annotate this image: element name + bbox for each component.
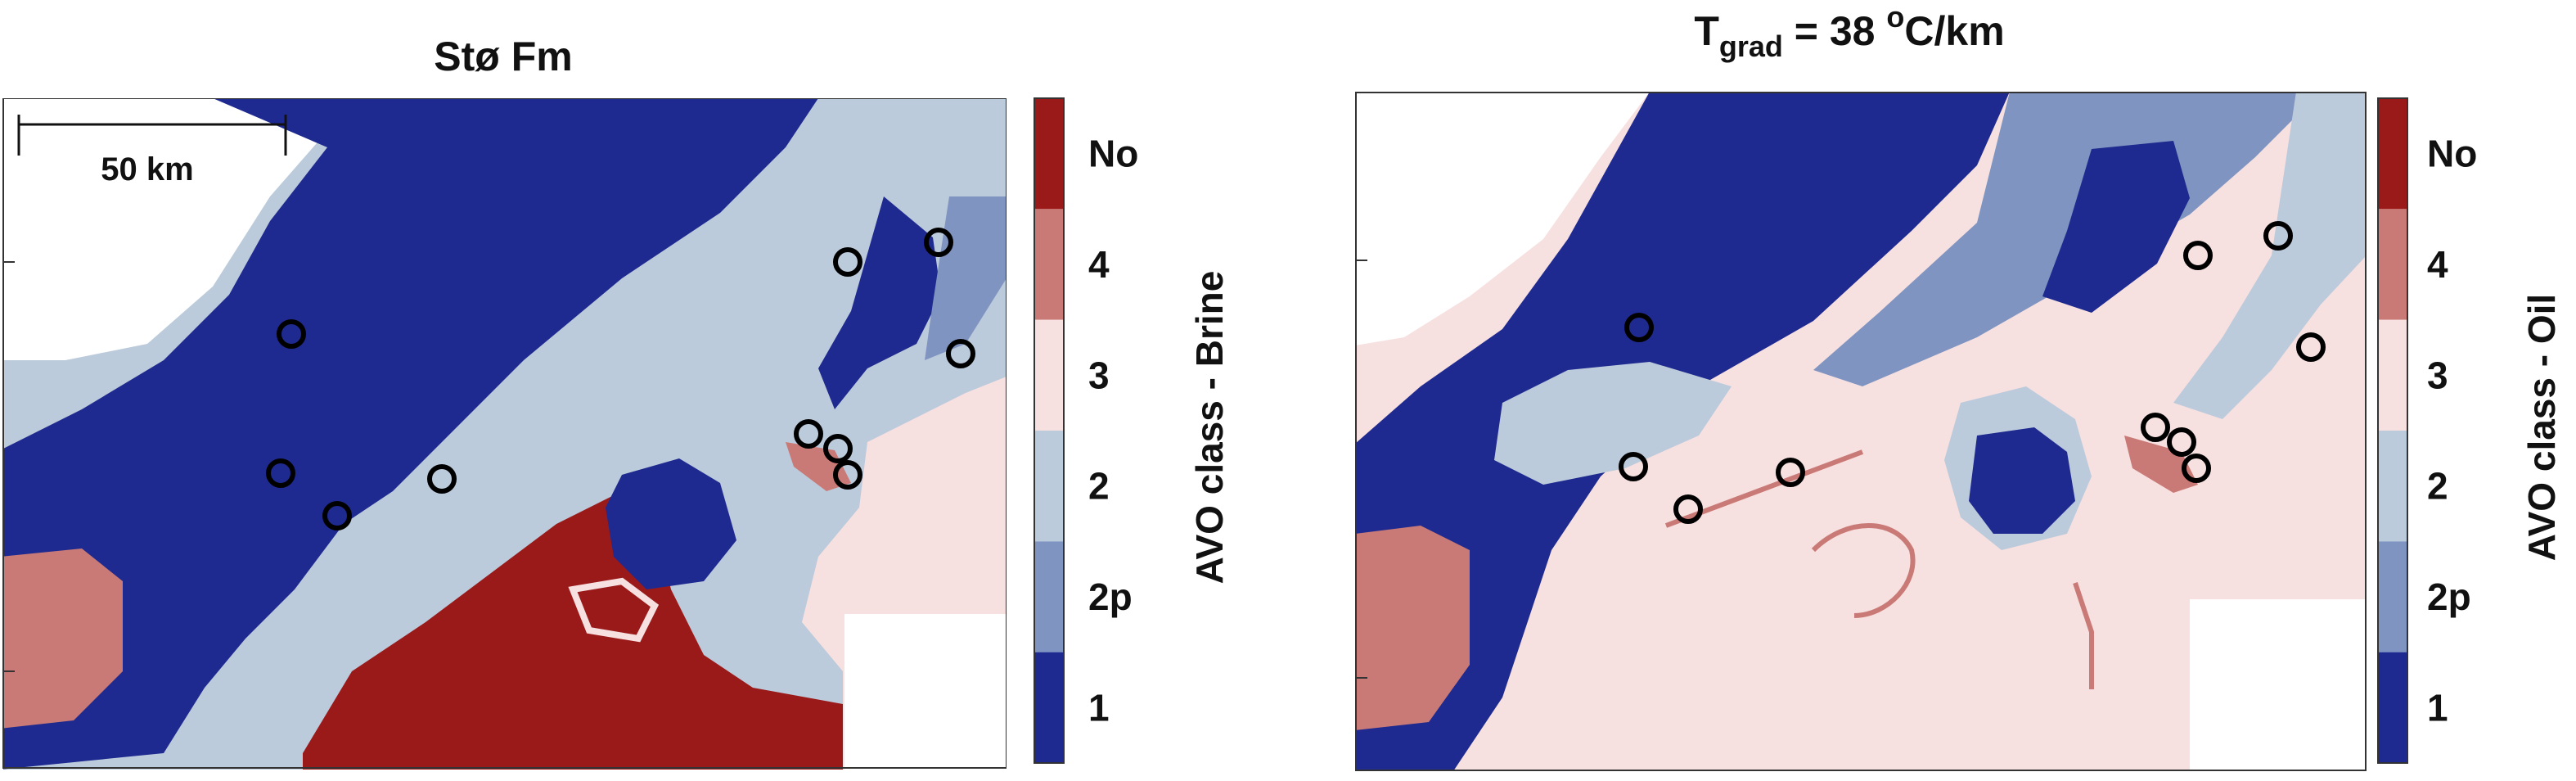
colorbar-swatch	[2378, 98, 2407, 210]
colorbar-swatch	[1034, 431, 1064, 542]
colorbar-swatch	[1034, 541, 1064, 652]
left-panel-title: Stø Fm	[434, 34, 573, 79]
well-marker	[277, 319, 306, 349]
right-colorbar: No 4 3 2 2p 1 AVO class - Oil	[2377, 97, 2563, 764]
colorbar-tick-label: 2p	[2427, 576, 2471, 618]
colorbar-swatch	[1034, 319, 1064, 431]
colorbar-tick-label: 2	[2427, 465, 2448, 508]
colorbar-tick-label: No	[1088, 133, 1138, 175]
colorbar-swatch	[2378, 431, 2407, 542]
well-marker	[924, 228, 953, 257]
well-marker	[1776, 458, 1805, 487]
colorbar-swatch	[2378, 319, 2407, 431]
well-marker	[833, 460, 862, 490]
well-marker	[794, 419, 823, 449]
well-marker	[266, 458, 295, 488]
well-marker	[833, 247, 862, 277]
well-marker	[2167, 427, 2196, 457]
right-map	[1355, 92, 2367, 771]
colorbar-tick-label: 1	[1088, 686, 1110, 729]
colorbar-swatch	[1034, 98, 1064, 210]
well-marker	[1673, 494, 1703, 524]
scale-bar: 50 km	[17, 115, 287, 187]
well-marker	[823, 434, 853, 463]
left-colorbar: No 4 3 2 2p 1 AVO class - Brine	[1034, 97, 1231, 764]
scale-bar-label: 50 km	[101, 151, 193, 187]
colorbar-tick-label: 3	[2427, 354, 2448, 396]
well-markers	[266, 228, 975, 530]
well-marker	[946, 339, 975, 368]
colorbar-tick-label: 4	[1088, 243, 1110, 286]
left-colorbar-label: AVO class - Brine	[1188, 271, 1231, 585]
colorbar-swatch	[1034, 652, 1064, 763]
colorbar-tick-label: 2	[1088, 465, 1110, 508]
colorbar-swatch	[2378, 652, 2407, 763]
right-colorbar-label: AVO class - Oil	[2520, 294, 2563, 561]
well-marker	[2183, 241, 2213, 270]
colorbar-swatch	[2378, 541, 2407, 652]
well-marker	[2296, 332, 2326, 362]
colorbar-tick-label: 2p	[1088, 576, 1133, 618]
colorbar-tick-label: 3	[1088, 354, 1110, 396]
well-marker	[322, 501, 352, 530]
well-marker	[1624, 313, 1654, 342]
colorbar-tick-label: No	[2427, 133, 2477, 175]
colorbar-tick-label: 1	[2427, 686, 2448, 729]
colorbar-tick-label: 4	[2427, 243, 2448, 286]
well-marker	[2263, 221, 2293, 251]
well-marker	[427, 464, 457, 494]
right-well-markers	[1619, 221, 2326, 524]
well-marker	[2141, 413, 2170, 442]
well-marker	[2182, 454, 2211, 483]
colorbar-swatch	[1034, 209, 1064, 320]
right-panel-title: Tgrad = 38 oC/km	[1694, 0, 2005, 63]
colorbar-swatch	[2378, 209, 2407, 320]
well-marker	[1619, 452, 1648, 481]
left-map: 50 km	[2, 98, 1007, 770]
